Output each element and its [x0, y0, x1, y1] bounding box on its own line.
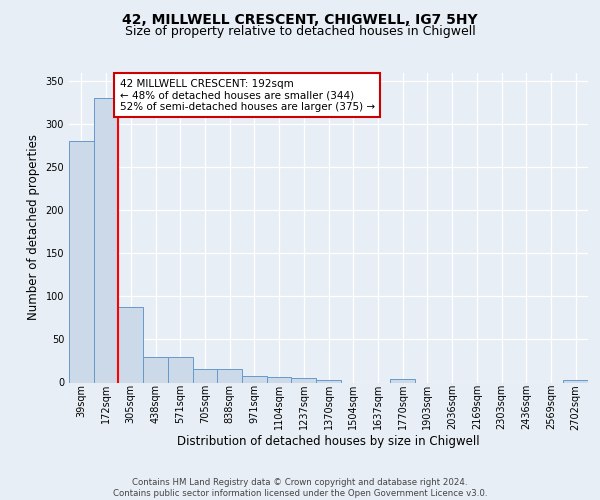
Bar [94, 98, 118, 383]
Bar [168, 356, 193, 382]
Text: Size of property relative to detached houses in Chigwell: Size of property relative to detached ho… [125, 25, 475, 38]
Text: Contains HM Land Registry data © Crown copyright and database right 2024.
Contai: Contains HM Land Registry data © Crown c… [113, 478, 487, 498]
Bar [118, 306, 143, 382]
Bar [267, 378, 292, 382]
Bar [193, 368, 217, 382]
Bar [242, 376, 267, 382]
Bar [292, 378, 316, 382]
Bar [217, 368, 242, 382]
Text: 42, MILLWELL CRESCENT, CHIGWELL, IG7 5HY: 42, MILLWELL CRESCENT, CHIGWELL, IG7 5HY [122, 12, 478, 26]
Text: 42 MILLWELL CRESCENT: 192sqm
← 48% of detached houses are smaller (344)
52% of s: 42 MILLWELL CRESCENT: 192sqm ← 48% of de… [119, 78, 375, 112]
Bar [69, 142, 94, 382]
Bar [390, 379, 415, 382]
X-axis label: Distribution of detached houses by size in Chigwell: Distribution of detached houses by size … [177, 435, 480, 448]
Y-axis label: Number of detached properties: Number of detached properties [27, 134, 40, 320]
Bar [143, 356, 168, 382]
Bar [563, 380, 588, 382]
Bar [316, 380, 341, 382]
